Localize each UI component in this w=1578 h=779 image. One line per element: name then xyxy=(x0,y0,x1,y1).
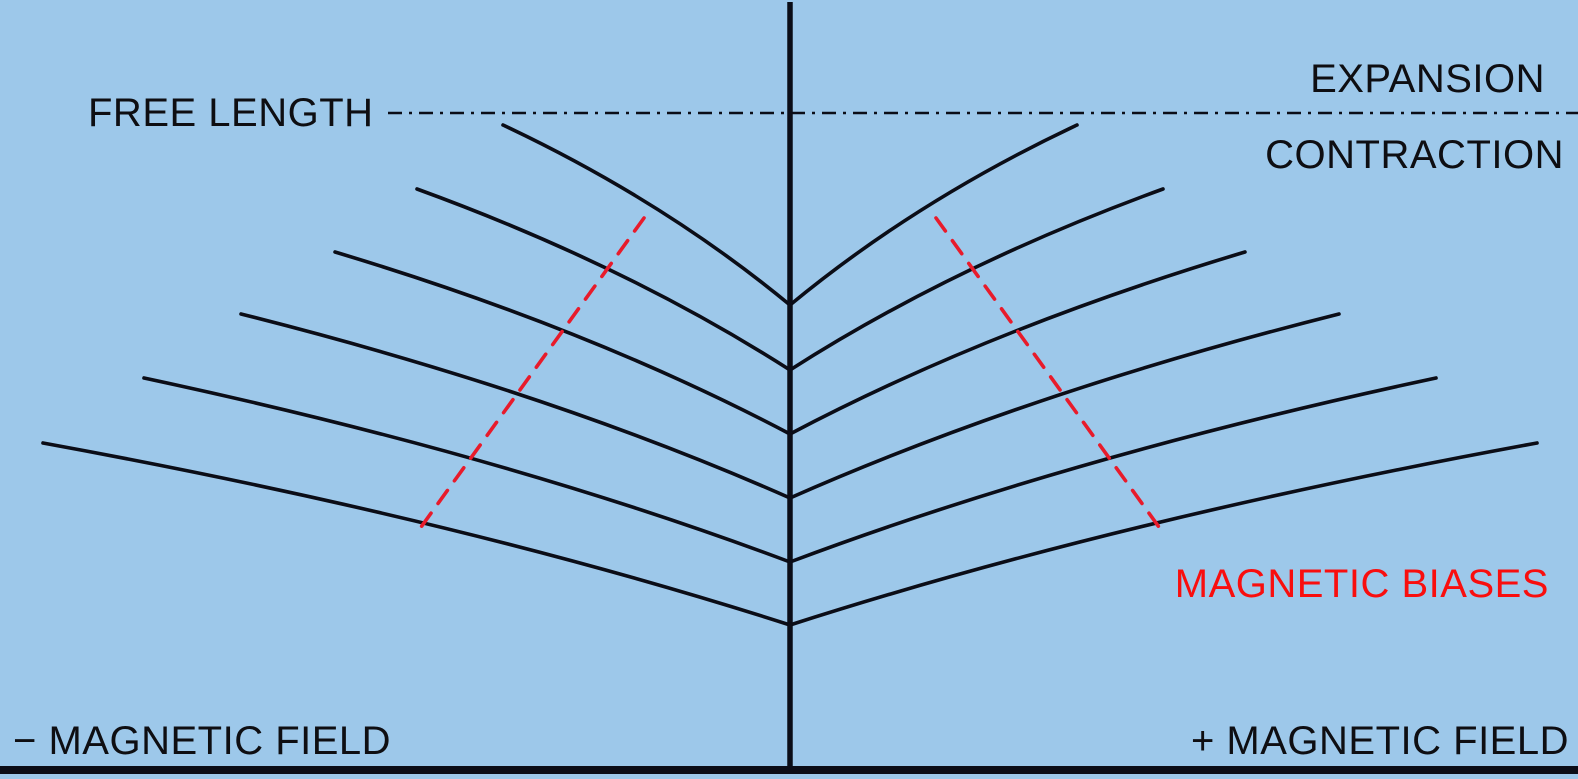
contraction-label: CONTRACTION xyxy=(1265,133,1564,177)
expansion-label: EXPANSION xyxy=(1310,57,1545,101)
free-length-label: FREE LENGTH xyxy=(88,91,374,135)
magnetic-bias-line xyxy=(934,216,1166,536)
negative-magnetic-field-label: − MAGNETIC FIELD xyxy=(13,719,392,763)
magnetic-biases-label: MAGNETIC BIASES xyxy=(1174,562,1549,606)
magnetic-bias-line xyxy=(414,216,646,536)
positive-magnetic-field-label: + MAGNETIC FIELD xyxy=(1190,719,1569,763)
